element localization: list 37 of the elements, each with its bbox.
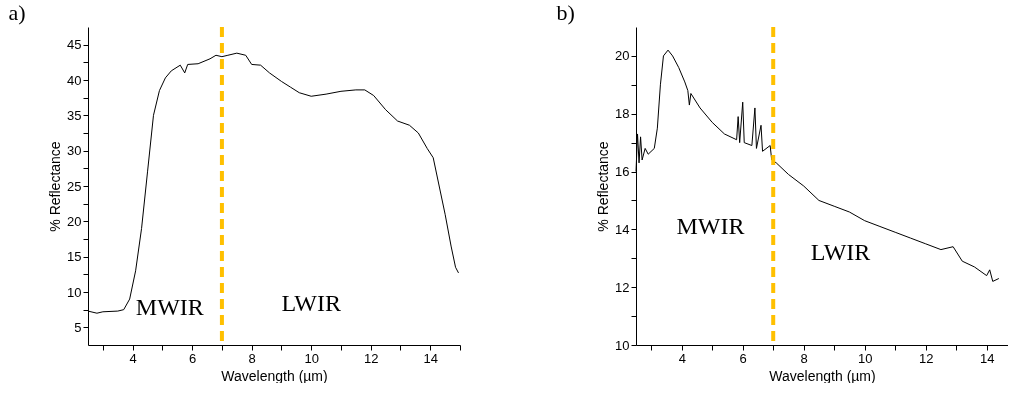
y-tick-label: 18 bbox=[615, 106, 630, 122]
annotation: LWIR bbox=[281, 289, 341, 316]
y-axis-title: % Reflectance bbox=[47, 141, 64, 232]
y-tick-label: 10 bbox=[615, 337, 630, 353]
y-tick-label: 20 bbox=[615, 48, 630, 64]
annotation: MWIR bbox=[676, 213, 745, 240]
y-axis-title: % Reflectance bbox=[595, 141, 612, 232]
y-tick-label: 10 bbox=[67, 284, 82, 300]
y-tick-label: 15 bbox=[67, 249, 82, 265]
y-tick-label: 35 bbox=[67, 107, 82, 123]
y-tick-label: 12 bbox=[615, 279, 630, 295]
x-tick-label: 12 bbox=[918, 350, 934, 366]
y-tick-label: 20 bbox=[67, 213, 82, 229]
x-tick-label: 4 bbox=[129, 350, 137, 366]
x-tick-label: 6 bbox=[189, 350, 197, 366]
x-axis-title: Wavelength (µm) bbox=[769, 367, 876, 384]
y-tick-label: 30 bbox=[67, 143, 82, 159]
chart-title: b) bbox=[556, 0, 575, 25]
y-tick-label: 45 bbox=[67, 37, 82, 53]
y-tick-label: 5 bbox=[74, 319, 82, 335]
x-axis-title: Wavelength (µm) bbox=[221, 367, 328, 384]
x-tick-label: 14 bbox=[423, 350, 438, 366]
y-tick-label: 14 bbox=[615, 221, 630, 237]
x-tick-label: 10 bbox=[857, 350, 873, 366]
x-tick-label: 10 bbox=[304, 350, 319, 366]
annotation: LWIR bbox=[810, 238, 871, 265]
x-tick-label: 6 bbox=[739, 350, 747, 366]
chart-title: a) bbox=[8, 0, 26, 25]
y-tick-label: 40 bbox=[67, 72, 82, 88]
y-tick-label: 16 bbox=[615, 164, 630, 180]
annotation: MWIR bbox=[135, 294, 204, 321]
x-tick-label: 8 bbox=[248, 350, 256, 366]
x-tick-label: 8 bbox=[800, 350, 808, 366]
x-tick-label: 4 bbox=[678, 350, 686, 366]
x-tick-label: 14 bbox=[979, 350, 995, 366]
x-tick-label: 12 bbox=[363, 350, 379, 366]
y-tick-label: 25 bbox=[67, 178, 82, 194]
